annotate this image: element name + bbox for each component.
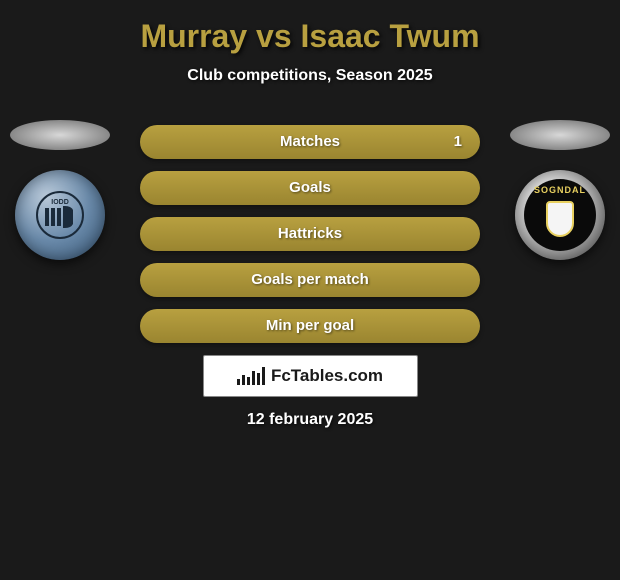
club-right-label: SOGNDAL (534, 185, 586, 195)
club-logo-right-inner: SOGNDAL (524, 179, 596, 251)
comparison-date: 12 february 2025 (0, 411, 620, 429)
player-left-badge: IODD (10, 120, 110, 280)
odd-crest-icon: IODD (35, 190, 85, 240)
stat-label: Goals (289, 171, 331, 205)
fctables-badge[interactable]: FcTables.com (203, 355, 418, 397)
page-subtitle: Club competitions, Season 2025 (0, 67, 620, 85)
stats-block: Matches 1 Goals Hattricks Goals per matc… (140, 125, 480, 343)
pedestal-right (510, 120, 610, 150)
stat-row-hattricks: Hattricks (140, 217, 480, 251)
pedestal-left (10, 120, 110, 150)
stat-label: Min per goal (266, 309, 354, 343)
stat-label: Goals per match (251, 263, 369, 297)
bar-chart-icon (237, 367, 265, 385)
stat-right-value: 1 (454, 125, 462, 159)
stat-row-goals-per-match: Goals per match (140, 263, 480, 297)
club-logo-left-inner: IODD (35, 190, 85, 240)
sogndal-shield-icon (546, 201, 574, 237)
stat-label: Hattricks (278, 217, 342, 251)
stat-row-goals: Goals (140, 171, 480, 205)
player-right-badge: SOGNDAL (510, 120, 610, 280)
club-logo-left: IODD (15, 170, 105, 260)
fctables-label: FcTables.com (271, 366, 383, 386)
page-title: Murray vs Isaac Twum (0, 18, 620, 55)
stat-label: Matches (280, 125, 340, 159)
svg-text:IODD: IODD (51, 199, 69, 206)
club-logo-right: SOGNDAL (515, 170, 605, 260)
stat-row-matches: Matches 1 (140, 125, 480, 159)
comparison-card: Murray vs Isaac Twum Club competitions, … (0, 0, 620, 439)
stat-row-min-per-goal: Min per goal (140, 309, 480, 343)
